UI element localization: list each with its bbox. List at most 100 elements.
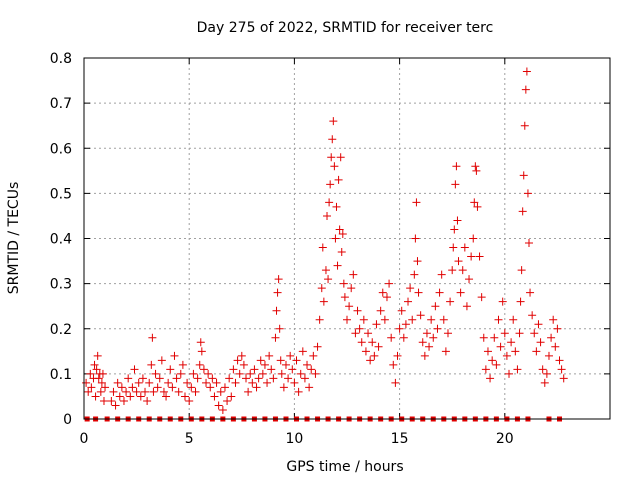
data-point: [136, 392, 145, 401]
data-point: [92, 365, 101, 374]
data-point: [467, 252, 476, 261]
data-point: [544, 351, 553, 360]
data-point: [517, 266, 526, 275]
data-point: [519, 171, 528, 180]
data-point: [273, 288, 282, 297]
data-point: [483, 347, 492, 356]
data-point: [84, 387, 93, 396]
data-point: [472, 166, 481, 175]
data-point: [518, 207, 527, 216]
data-point: [349, 270, 358, 279]
data-point: [399, 333, 408, 342]
data-point: [149, 387, 158, 396]
data-point: [385, 279, 394, 288]
data-point: [298, 347, 307, 356]
data-point: [357, 338, 366, 347]
data-point: [511, 347, 520, 356]
data-point: [473, 202, 482, 211]
data-point: [500, 329, 509, 338]
data-point: [547, 333, 556, 342]
data-point: [335, 225, 344, 234]
data-point: [174, 387, 183, 396]
x-tick-label: 15: [391, 431, 409, 447]
data-point: [406, 284, 415, 293]
data-point: [119, 396, 128, 405]
data-point: [239, 360, 248, 369]
y-axis-label: SRMTID / TECUs: [6, 182, 22, 295]
data-point: [340, 293, 349, 302]
data-point: [422, 329, 431, 338]
data-point: [496, 342, 505, 351]
data-point: [82, 378, 91, 387]
data-point: [309, 351, 318, 360]
data-point: [220, 383, 229, 392]
data-point: [555, 356, 564, 365]
data-point: [435, 288, 444, 297]
data-point: [534, 320, 543, 329]
y-tick-label: 0.5: [50, 186, 72, 202]
data-point: [117, 383, 126, 392]
data-point: [507, 338, 516, 347]
data-point: [530, 329, 539, 338]
data-point: [481, 365, 490, 374]
data-point: [284, 374, 293, 383]
data-point: [387, 333, 396, 342]
data-point: [292, 356, 301, 365]
data-points: [82, 67, 568, 422]
data-point: [275, 324, 284, 333]
data-point: [269, 374, 278, 383]
data-point: [439, 315, 448, 324]
data-point: [93, 351, 102, 360]
data-point: [479, 333, 488, 342]
data-point: [338, 229, 347, 238]
y-tick-label: 0.1: [50, 367, 72, 383]
data-point: [412, 198, 421, 207]
data-point: [260, 360, 269, 369]
data-point: [528, 311, 537, 320]
data-point: [465, 275, 474, 284]
data-point: [223, 396, 232, 405]
data-point: [237, 351, 246, 360]
data-point: [313, 342, 322, 351]
data-point: [343, 315, 351, 324]
data-point: [96, 387, 105, 396]
data-point: [490, 333, 499, 342]
data-point: [265, 351, 274, 360]
data-point: [210, 392, 219, 401]
data-point: [231, 378, 240, 387]
y-tick-label: 0: [63, 412, 72, 428]
data-point: [448, 266, 457, 275]
data-point: [124, 374, 133, 383]
data-point: [227, 392, 236, 401]
data-point: [143, 396, 152, 405]
data-point: [395, 324, 404, 333]
data-point: [516, 297, 525, 306]
data-point: [492, 360, 501, 369]
data-point: [153, 383, 162, 392]
data-point: [197, 347, 206, 356]
data-point: [393, 351, 402, 360]
x-tick-label: 5: [185, 431, 194, 447]
data-point: [462, 302, 471, 311]
x-tick-label: 20: [496, 431, 514, 447]
data-point: [333, 261, 342, 270]
data-point: [195, 360, 204, 369]
y-tick-label: 0.4: [50, 232, 72, 248]
data-point: [178, 360, 187, 369]
data-point: [218, 405, 227, 414]
data-point: [469, 234, 478, 243]
data-point: [115, 392, 124, 401]
data-point: [458, 266, 467, 275]
data-point: [214, 401, 223, 410]
data-point: [107, 396, 116, 405]
data-point: [134, 378, 143, 387]
data-point: [323, 211, 332, 220]
data-point: [404, 297, 413, 306]
data-point: [233, 356, 242, 365]
data-point: [319, 297, 328, 306]
axis-ticks: 0 0.1 0.2 0.3 0.4 0.5 0.6 0.7 0.8 0 5 10 15 20: [50, 51, 610, 447]
data-point: [288, 365, 297, 374]
data-point: [99, 396, 108, 405]
data-point: [520, 121, 529, 130]
